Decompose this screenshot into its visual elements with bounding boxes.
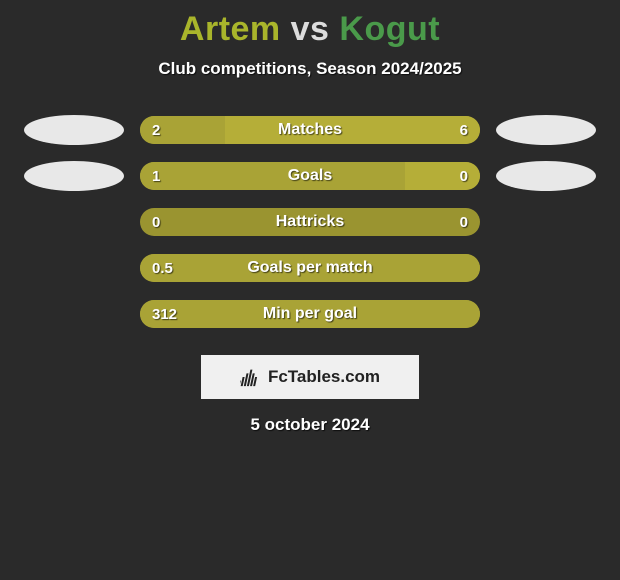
stat-label: Hattricks — [140, 208, 480, 236]
stat-bar-left-fill — [140, 300, 480, 328]
player2-marker — [496, 161, 596, 191]
attribution-logo: FcTables.com — [201, 355, 419, 399]
stat-row: 26Matches — [0, 107, 620, 153]
title-vs: vs — [291, 10, 330, 48]
barchart-icon — [240, 366, 262, 388]
player1-marker — [24, 161, 124, 191]
date: 5 october 2024 — [0, 415, 620, 435]
stat-bar-left-fill — [140, 254, 480, 282]
title: Artem vs Kogut — [0, 0, 620, 49]
stat-bar: 0.5Goals per match — [140, 254, 480, 282]
stat-bar: 10Goals — [140, 162, 480, 190]
title-player1: Artem — [180, 10, 281, 48]
stat-row: 0 0Hattricks — [0, 199, 620, 245]
stat-bar: 312Min per goal — [140, 300, 480, 328]
stat-bar-left-fill — [140, 162, 405, 190]
player2-marker — [496, 115, 596, 145]
comparison-card: Artem vs Kogut Club competitions, Season… — [0, 0, 620, 580]
stat-bar-right-fill — [225, 116, 480, 144]
stat-bar-right-fill — [405, 162, 480, 190]
stat-row: 10Goals — [0, 153, 620, 199]
stat-row: 312Min per goal — [0, 291, 620, 337]
stat-rows: 26Matches 10Goals 0 0Hattricks 0.5Goals per … — [0, 107, 620, 337]
stat-row: 0.5Goals per match — [0, 245, 620, 291]
stat-bar: 0 0Hattricks — [140, 208, 480, 236]
player1-marker — [24, 115, 124, 145]
subtitle: Club competitions, Season 2024/2025 — [0, 59, 620, 79]
stat-bar: 26Matches — [140, 116, 480, 144]
title-player2: Kogut — [339, 10, 440, 48]
stat-bar-left-fill — [140, 116, 225, 144]
stat-value-right: 0 — [460, 208, 468, 236]
stat-value-left: 0 — [152, 208, 160, 236]
attribution-text: FcTables.com — [268, 367, 380, 387]
